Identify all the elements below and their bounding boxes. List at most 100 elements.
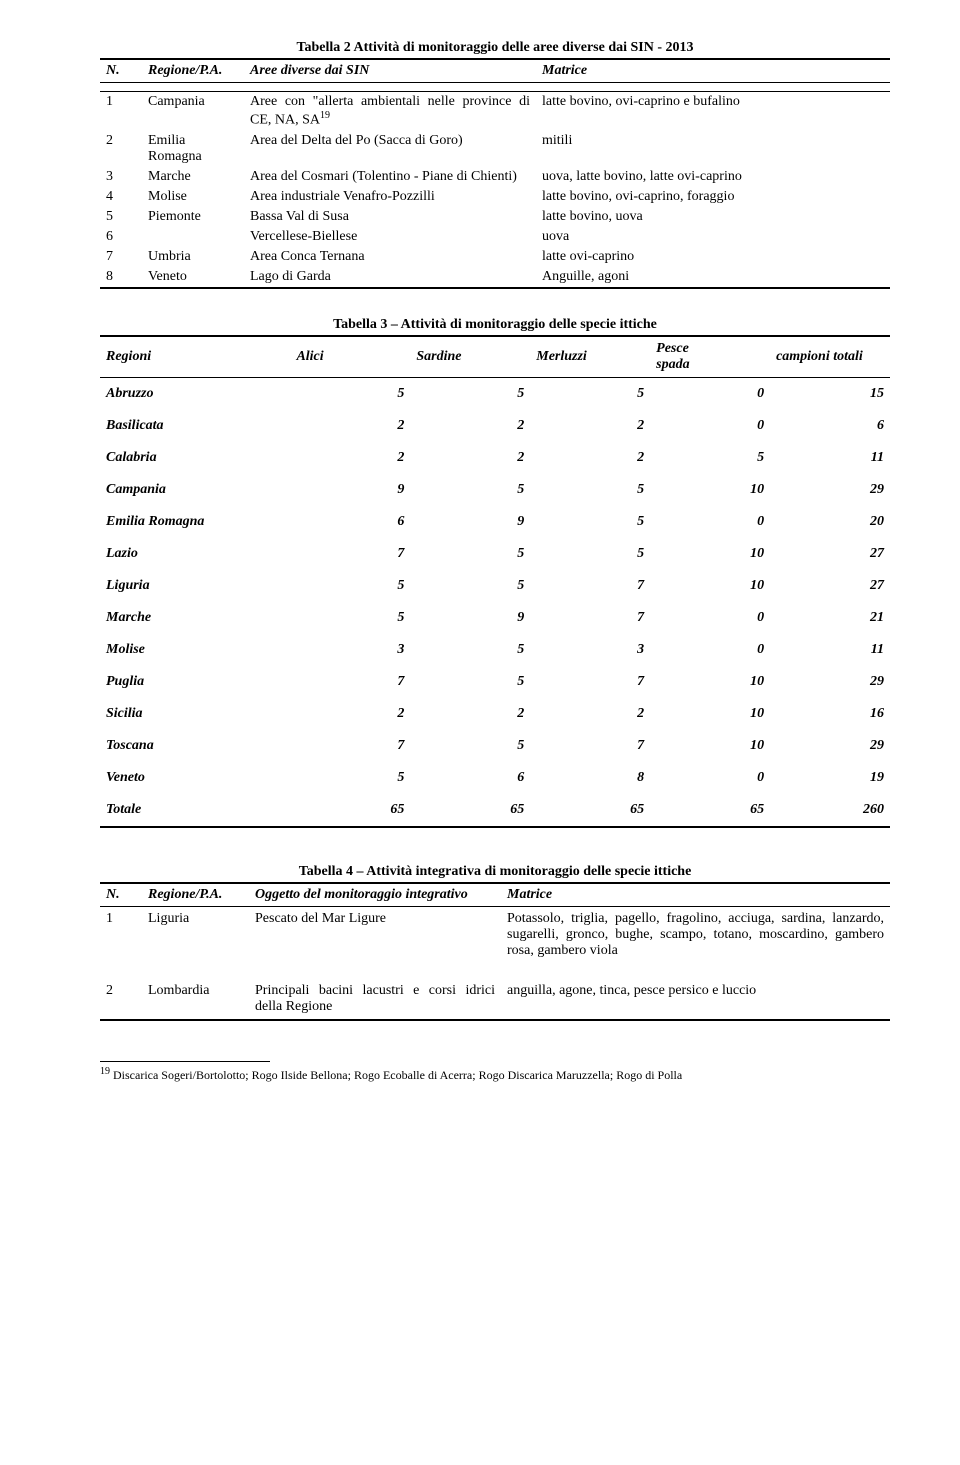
cell: 6 (410, 762, 530, 794)
table-row: Abruzzo555015 (100, 377, 890, 410)
table-row: 3MarcheArea del Cosmari (Tolentino - Pia… (100, 167, 890, 187)
cell: 10 (650, 474, 770, 506)
cell: 5 (290, 762, 410, 794)
cell: Totale (100, 794, 290, 827)
t4-h-reg: Regione/P.A. (142, 883, 249, 907)
cell: Emilia Romagna (100, 506, 290, 538)
footnote-separator (100, 1061, 270, 1062)
cell: 0 (650, 506, 770, 538)
cell-reg: Marche (142, 167, 244, 187)
table-row: 4MoliseArea industriale Venafro-Pozzilli… (100, 187, 890, 207)
cell-n: 6 (100, 227, 142, 247)
t4-h-n: N. (100, 883, 142, 907)
cell: Veneto (100, 762, 290, 794)
cell-mat: latte bovino, ovi-caprino, foraggio (536, 187, 890, 207)
cell-reg: Emilia Romagna (142, 131, 244, 167)
table-row: Puglia7571029 (100, 666, 890, 698)
cell-aree: Vercellese-Biellese (244, 227, 536, 247)
cell: 5 (290, 570, 410, 602)
cell: Lazio (100, 538, 290, 570)
cell-mat: uova (536, 227, 890, 247)
cell: 5 (410, 377, 530, 410)
cell-n: 1 (100, 906, 142, 979)
t2-h-reg: Regione/P.A. (142, 59, 244, 83)
cell-mat: Anguille, agoni (536, 267, 890, 288)
cell: Basilicata (100, 410, 290, 442)
cell: Molise (100, 634, 290, 666)
table-row: Calabria222511 (100, 442, 890, 474)
cell-n: 2 (100, 131, 142, 167)
cell: 5 (410, 570, 530, 602)
cell: 7 (290, 666, 410, 698)
cell: 7 (290, 538, 410, 570)
cell-mat: latte bovino, ovi-caprino e bufalino (536, 92, 890, 131)
cell-aree: Aree con "allerta ambientali nelle provi… (244, 92, 536, 131)
table-row: Emilia Romagna695020 (100, 506, 890, 538)
table-row: 5PiemonteBassa Val di Susalatte bovino, … (100, 207, 890, 227)
cell-reg (142, 227, 244, 247)
table2: N. Regione/P.A. Aree diverse dai SIN Mat… (100, 58, 890, 289)
cell: 3 (290, 634, 410, 666)
table3: RegioniAliciSardineMerluzziPescespadacam… (100, 335, 890, 828)
cell: 7 (530, 730, 650, 762)
t3-header: campioni totali (770, 336, 890, 378)
cell-aree: Bassa Val di Susa (244, 207, 536, 227)
cell-n: 7 (100, 247, 142, 267)
table-row: Basilicata22206 (100, 410, 890, 442)
cell: 11 (770, 442, 890, 474)
cell: 5 (410, 474, 530, 506)
cell-aree: Area Conca Ternana (244, 247, 536, 267)
table4: N. Regione/P.A. Oggetto del monitoraggio… (100, 882, 890, 1021)
cell-reg: Piemonte (142, 207, 244, 227)
cell: 5 (290, 602, 410, 634)
table-row: Molise353011 (100, 634, 890, 666)
cell: 27 (770, 570, 890, 602)
cell: 2 (410, 698, 530, 730)
cell-mat: latte ovi-caprino (536, 247, 890, 267)
cell: 2 (410, 442, 530, 474)
table-row: 2LombardiaPrincipali bacini lacustri e c… (100, 979, 890, 1020)
cell: 6 (770, 410, 890, 442)
cell: 29 (770, 666, 890, 698)
cell: 9 (410, 602, 530, 634)
cell-n: 2 (100, 979, 142, 1020)
table-row: Lazio7551027 (100, 538, 890, 570)
cell: 5 (530, 538, 650, 570)
table-row: Toscana7571029 (100, 730, 890, 762)
table-row: 2Emilia RomagnaArea del Delta del Po (Sa… (100, 131, 890, 167)
table2-title: Tabella 2 Attività di monitoraggio delle… (100, 40, 890, 56)
cell: 7 (530, 602, 650, 634)
cell: 8 (530, 762, 650, 794)
cell: 16 (770, 698, 890, 730)
cell: 2 (530, 410, 650, 442)
cell: 5 (410, 538, 530, 570)
cell: 5 (530, 474, 650, 506)
cell: 65 (650, 794, 770, 827)
cell: 19 (770, 762, 890, 794)
cell: 0 (650, 410, 770, 442)
cell: 65 (530, 794, 650, 827)
cell: 10 (650, 698, 770, 730)
table-row: 1LiguriaPescato del Mar LigurePotassolo,… (100, 906, 890, 979)
cell: 9 (410, 506, 530, 538)
cell-reg: Liguria (142, 906, 249, 979)
cell: 27 (770, 538, 890, 570)
cell-reg: Campania (142, 92, 244, 131)
cell: 10 (650, 538, 770, 570)
cell: 2 (530, 698, 650, 730)
cell-aree: Area del Cosmari (Tolentino - Piane di C… (244, 167, 536, 187)
footnote: 19 Discarica Sogeri/Bortolotto; Rogo Ils… (100, 1066, 890, 1083)
table-row: Totale65656565260 (100, 794, 890, 827)
footnote-num: 19 (100, 1066, 110, 1077)
cell-n: 1 (100, 92, 142, 131)
cell: 260 (770, 794, 890, 827)
cell-reg: Molise (142, 187, 244, 207)
cell-n: 5 (100, 207, 142, 227)
cell: 5 (650, 442, 770, 474)
t2-h-mat: Matrice (536, 59, 890, 83)
cell: 5 (410, 666, 530, 698)
cell: Puglia (100, 666, 290, 698)
cell-n: 4 (100, 187, 142, 207)
cell: Toscana (100, 730, 290, 762)
cell: 2 (290, 442, 410, 474)
